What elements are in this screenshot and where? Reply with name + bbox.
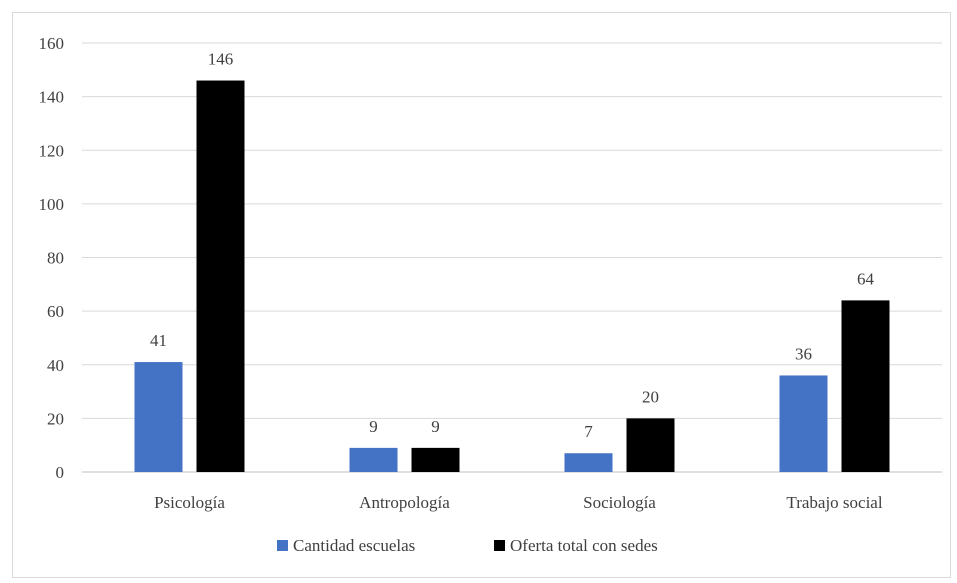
bar-cantidad-escuelas — [349, 447, 398, 472]
x-tick-label: Sociología — [583, 493, 656, 512]
x-tick-label: Antropología — [359, 493, 450, 512]
chart-frame — [12, 12, 951, 578]
bar-oferta-total — [411, 447, 460, 472]
y-tick-label: 120 — [39, 141, 65, 160]
data-label: 9 — [369, 417, 378, 436]
y-tick-label: 0 — [56, 463, 65, 482]
legend-swatch — [277, 540, 288, 551]
data-label: 64 — [857, 269, 875, 288]
y-tick-label: 80 — [47, 249, 64, 268]
y-tick-label: 40 — [47, 356, 64, 375]
bar-oferta-total — [626, 418, 675, 472]
legend-label: Oferta total con sedes — [510, 536, 658, 555]
x-tick-label: Psicología — [154, 493, 225, 512]
x-tick-label: Trabajo social — [786, 493, 882, 512]
data-label: 146 — [208, 50, 234, 69]
data-label: 36 — [795, 344, 812, 363]
legend-swatch — [494, 540, 505, 551]
y-tick-label: 20 — [47, 409, 64, 428]
y-tick-label: 60 — [47, 302, 64, 321]
bar-cantidad-escuelas — [779, 375, 828, 472]
y-tick-label: 100 — [39, 195, 65, 214]
data-label: 7 — [584, 422, 593, 441]
bar-cantidad-escuelas — [134, 362, 183, 472]
y-tick-label: 160 — [39, 34, 65, 53]
y-tick-label: 140 — [39, 88, 65, 107]
bar-oferta-total — [841, 300, 890, 472]
legend-label: Cantidad escuelas — [293, 536, 415, 555]
bar-oferta-total — [196, 80, 245, 472]
bar-cantidad-escuelas — [564, 453, 613, 472]
data-label: 41 — [150, 331, 167, 350]
data-label: 20 — [642, 387, 659, 406]
data-label: 9 — [431, 417, 440, 436]
